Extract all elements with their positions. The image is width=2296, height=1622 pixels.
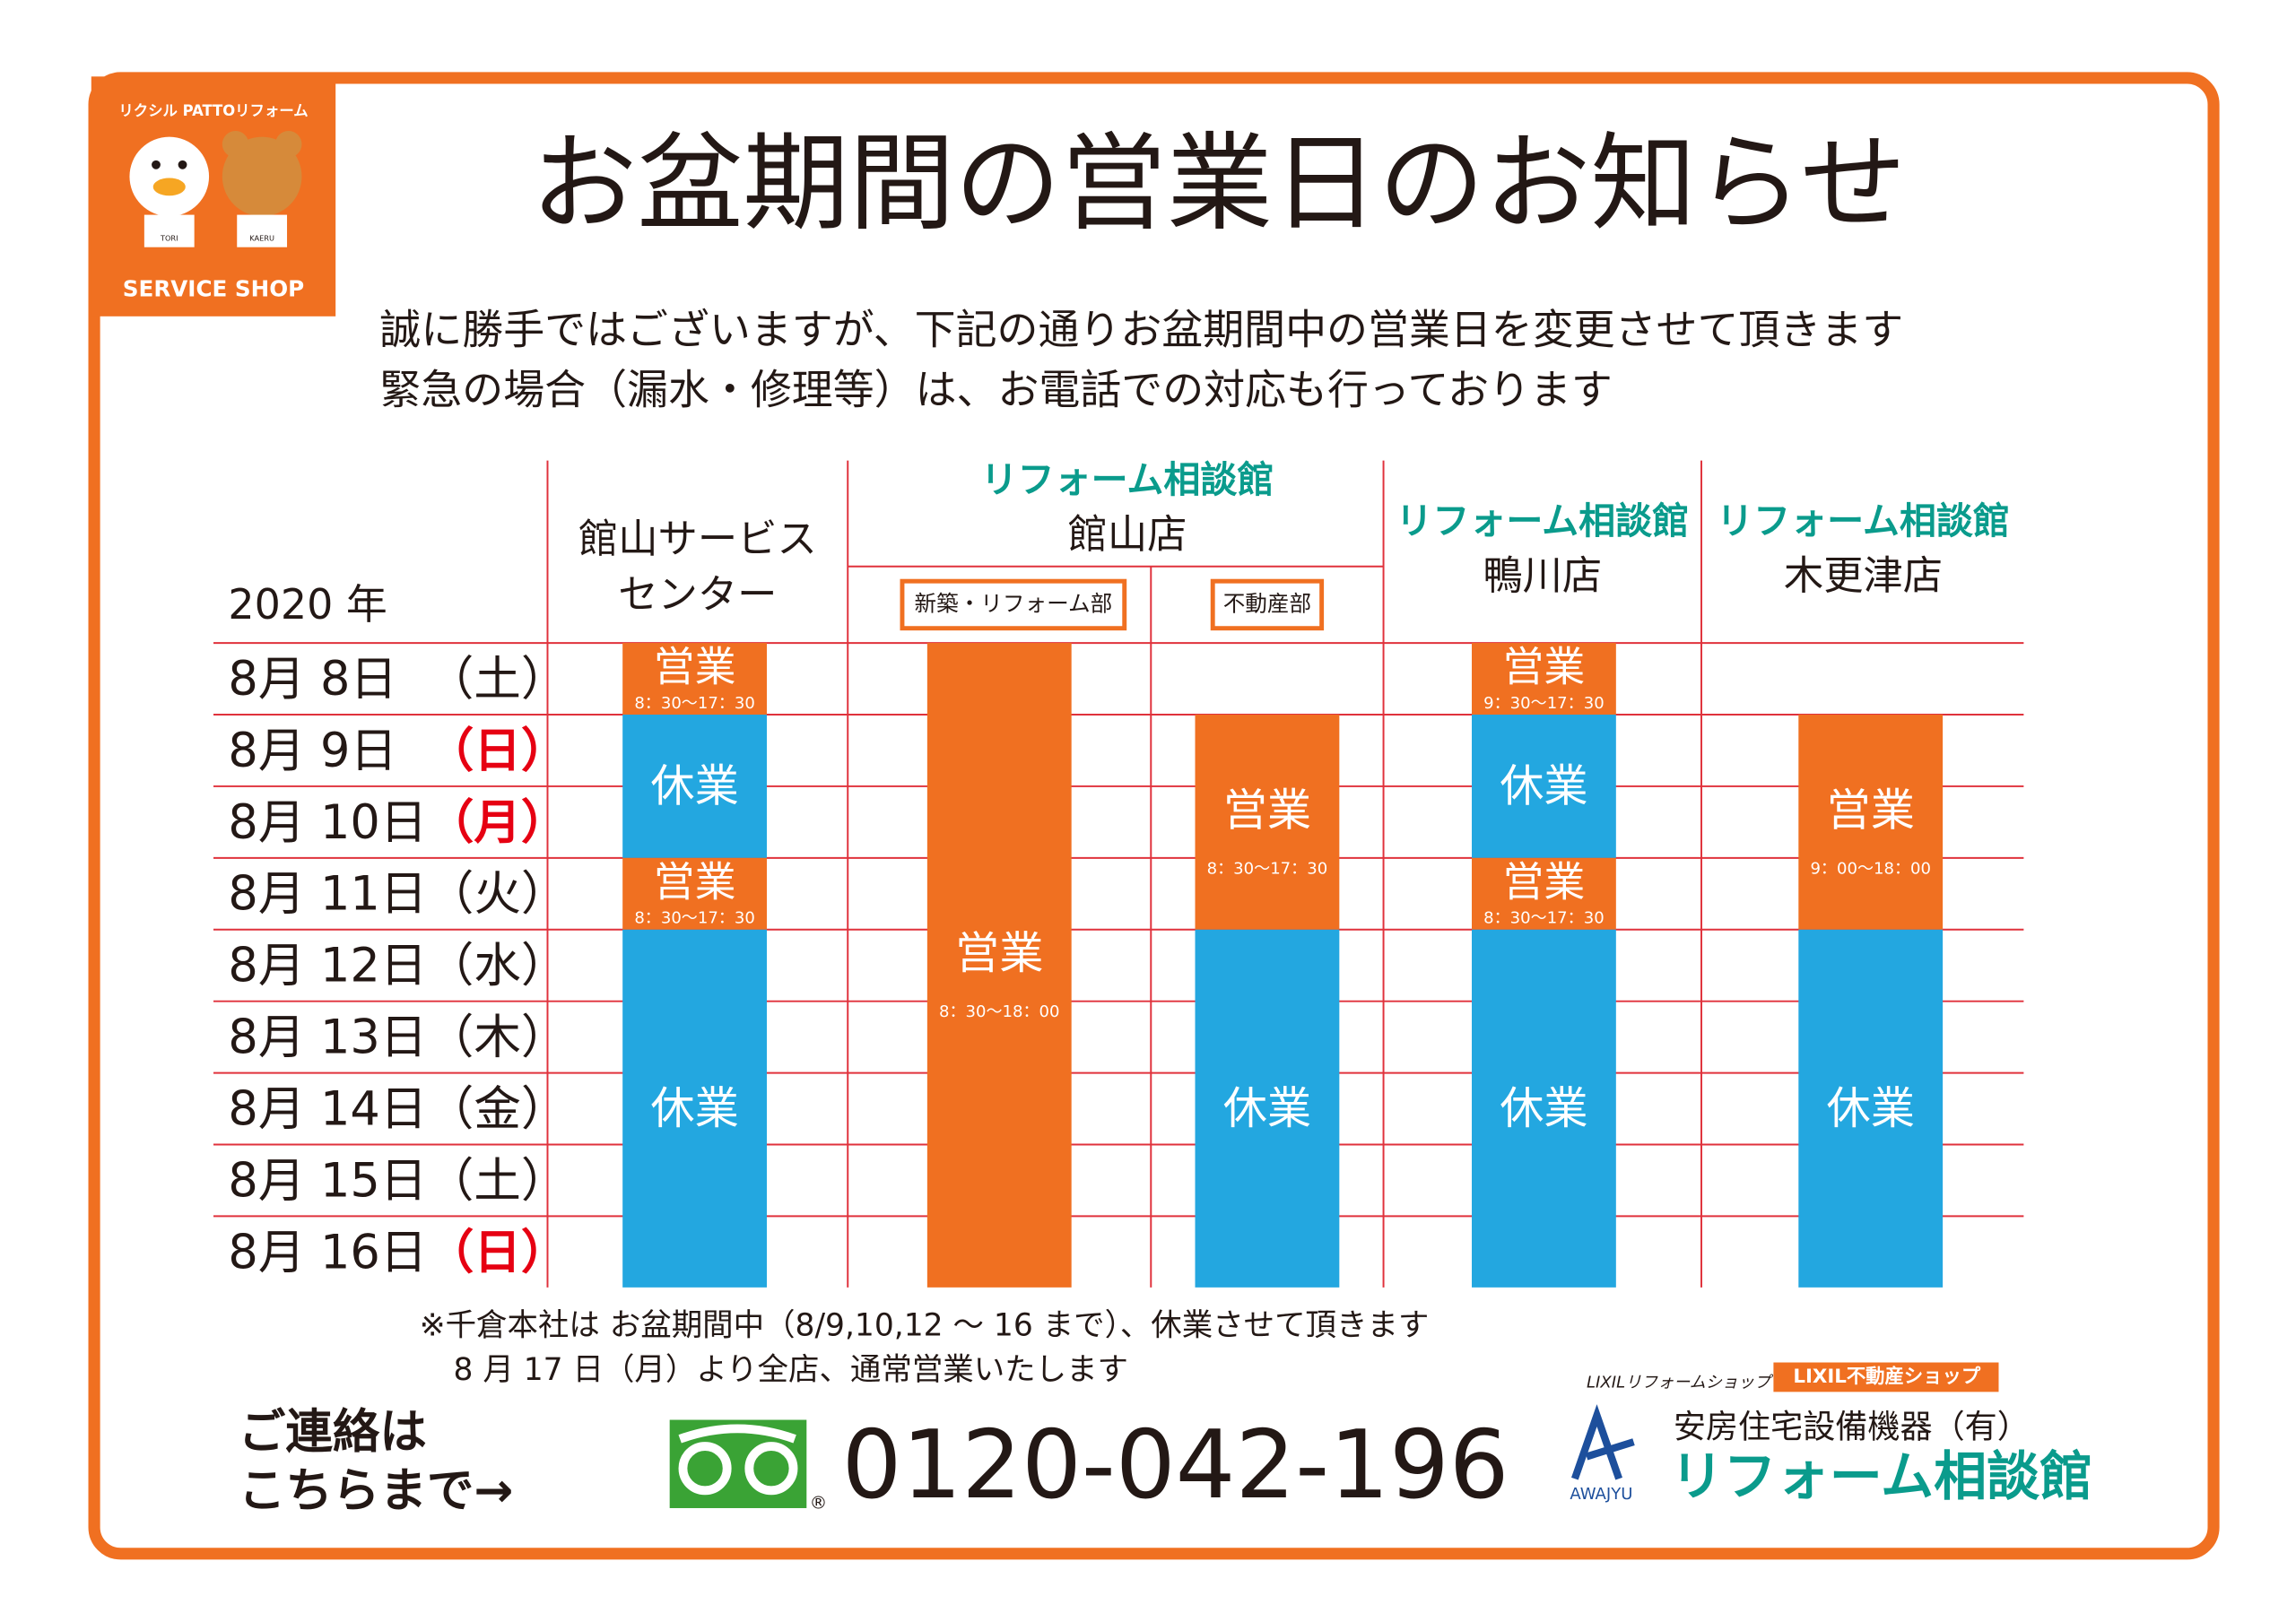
weekday: （火） bbox=[427, 867, 569, 922]
registered-mark: ® bbox=[810, 1493, 828, 1514]
note: 8 月 17 日（月）より全店、通常営業いたします bbox=[453, 1352, 1128, 1388]
block-label: 営業 bbox=[1223, 785, 1311, 837]
block-label: 営業 bbox=[654, 857, 736, 906]
block-label: 休業 bbox=[1500, 760, 1587, 812]
column-name: 鴨川店 bbox=[1483, 553, 1602, 599]
schedule-block bbox=[1798, 929, 1944, 1288]
block-label: 休業 bbox=[650, 760, 738, 812]
contact-line: ご連絡は bbox=[239, 1405, 427, 1460]
block-label: 休業 bbox=[650, 1082, 738, 1134]
freedial-icon bbox=[669, 1419, 807, 1508]
awajyu: AWAJYU bbox=[1570, 1485, 1632, 1504]
date: 8月 10日 bbox=[228, 795, 427, 850]
logo-shop: SERVICE SHOP bbox=[123, 275, 304, 301]
column-brand: リフォーム相談館 bbox=[1396, 499, 1689, 542]
weekday: （土） bbox=[427, 652, 569, 707]
title: お盆期間の営業日のお知らせ bbox=[531, 122, 1906, 246]
date: 8月 9日 bbox=[228, 724, 397, 778]
column-name: センター bbox=[618, 572, 777, 618]
schedule-block bbox=[1472, 857, 1616, 930]
sub-name: 新築・リフォーム部 bbox=[914, 590, 1112, 616]
schedule-block bbox=[1472, 643, 1616, 716]
block-label: 休業 bbox=[1223, 1082, 1311, 1134]
schedule-block bbox=[622, 857, 767, 930]
schedule-block bbox=[1195, 929, 1340, 1288]
block-label: 営業 bbox=[654, 643, 736, 691]
date: 8月 8日 bbox=[228, 652, 397, 707]
contact-line: こちらまで→ bbox=[239, 1463, 513, 1518]
lixil-fudosan-logo: LIXIL不動産ショップ bbox=[1793, 1365, 1980, 1388]
date: 8月 12日 bbox=[228, 939, 427, 993]
schedule-block bbox=[622, 715, 767, 858]
mascot-name: KAERU bbox=[249, 233, 274, 242]
schedule-block bbox=[622, 643, 767, 716]
date: 8月 14日 bbox=[228, 1081, 427, 1136]
schedule-block bbox=[1472, 715, 1616, 858]
block-label: 休業 bbox=[1500, 1082, 1587, 1134]
column-brand: リフォーム相談館 bbox=[981, 458, 1274, 501]
phone: 0120-042-196 bbox=[842, 1410, 1509, 1520]
weekday: （金） bbox=[427, 1081, 569, 1136]
schedule-block bbox=[926, 643, 1072, 1288]
weekday: （土） bbox=[427, 1153, 569, 1208]
intro: 緊急の場合（漏水・修理等）は、お電話での対応も行っております bbox=[379, 366, 1612, 414]
lixil-reform-logo: LIXILリフォームショップ bbox=[1587, 1374, 1774, 1392]
sub-box bbox=[900, 578, 1127, 631]
block-hours: 8：30〜17：30 bbox=[634, 909, 755, 928]
block-hours: 8：30〜17：30 bbox=[1207, 859, 1328, 878]
block-label: 営業 bbox=[1502, 643, 1585, 691]
block-label: 営業 bbox=[1826, 785, 1914, 837]
schedule-table: 8月 8日 （土）8月 9日 （日）8月 10日 （月）8月 11日 （火）8月 12日… bbox=[213, 458, 2024, 1288]
block-hours: 9：30〜17：30 bbox=[1483, 694, 1605, 713]
mascots bbox=[129, 131, 302, 247]
date: 8月 13日 bbox=[228, 1010, 427, 1065]
block-hours: 8：30〜17：30 bbox=[634, 694, 755, 713]
column-brand: リフォーム相談館 bbox=[1717, 499, 2010, 542]
sub-box bbox=[1210, 578, 1325, 631]
block-label: 休業 bbox=[1826, 1082, 1914, 1134]
company-brand: リフォーム相談館 bbox=[1671, 1445, 2093, 1507]
awajyu-mark bbox=[1571, 1404, 1635, 1480]
intro: 誠に勝手ではございますが、下記の通りお盆期間中の営業日を変更させて頂きます bbox=[379, 305, 1903, 353]
column-name: 木更津店 bbox=[1784, 553, 1943, 599]
weekday: （日） bbox=[427, 1225, 569, 1279]
block-label: 営業 bbox=[1502, 857, 1585, 906]
date: 8月 15日 bbox=[228, 1153, 427, 1208]
column-name: 館山サービス bbox=[578, 516, 817, 562]
date: 8月 11日 bbox=[228, 867, 427, 922]
weekday: （水） bbox=[427, 939, 569, 993]
logo-brand: リクシル PATTOリフォーム bbox=[118, 102, 308, 119]
year: 2020 年 bbox=[228, 580, 387, 629]
block-label: 営業 bbox=[955, 927, 1043, 979]
schedule-block bbox=[622, 929, 767, 1288]
mascot-name: TORI bbox=[160, 233, 178, 242]
note: ※千倉本社は お盆期間中（8/9,10,12 〜 16 まで）、休業させて頂きま… bbox=[420, 1308, 1430, 1344]
date: 8月 16日 bbox=[228, 1225, 427, 1279]
column-name: 館山店 bbox=[1068, 512, 1187, 558]
block-hours: 8：30〜18：00 bbox=[939, 1002, 1060, 1021]
schedule-block bbox=[1798, 715, 1944, 930]
lixil-fudosan-bg bbox=[1773, 1362, 1999, 1392]
weekday: （月） bbox=[427, 795, 569, 850]
weekday: （木） bbox=[427, 1010, 569, 1065]
company: 安房住宅設備機器（有） bbox=[1674, 1407, 2030, 1445]
schedule-block bbox=[1472, 929, 1616, 1288]
sub-name: 不動産部 bbox=[1223, 590, 1311, 616]
schedule-block bbox=[1195, 715, 1340, 930]
block-hours: 9：00〜18：00 bbox=[1810, 859, 1931, 878]
weekday: （日） bbox=[427, 724, 569, 778]
block-hours: 8：30〜17：30 bbox=[1483, 909, 1605, 928]
